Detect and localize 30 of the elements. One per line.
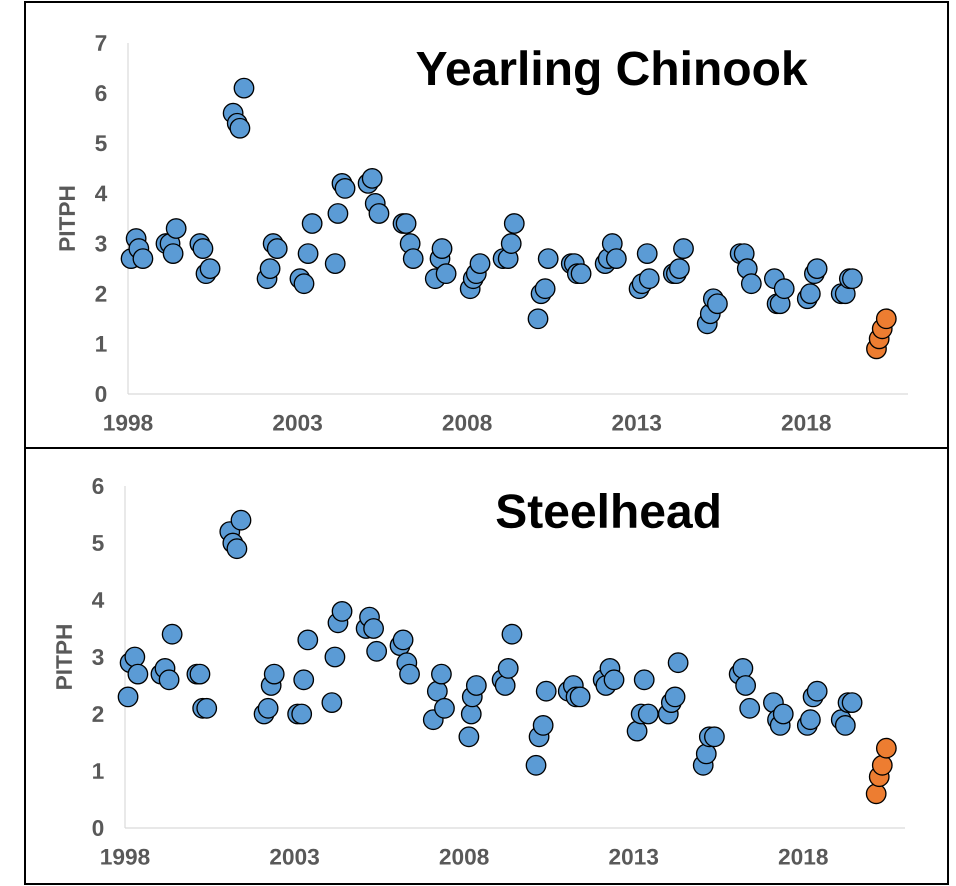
y-axis-title: PITPH — [59, 186, 75, 250]
point — [876, 308, 897, 330]
y-tick-label: 4 — [95, 186, 108, 202]
y-axis-title: PITPH — [56, 625, 72, 689]
x-tick-label: 2003 — [273, 414, 322, 431]
y-tick-label: 4 — [92, 592, 104, 608]
x-tick-label: 2008 — [440, 848, 489, 865]
y-tick-label: 5 — [95, 135, 107, 152]
x-tick-label: 1998 — [101, 848, 150, 865]
y-tick-label: 2 — [92, 706, 104, 722]
x-tick-label: 2018 — [778, 848, 828, 865]
chart-title: Yearling Chinook — [416, 50, 808, 96]
x-tick-label: 2008 — [442, 414, 492, 431]
y-tick-label: 0 — [96, 386, 106, 402]
chart-title: Steelhead — [496, 492, 719, 528]
x-tick-label: 2018 — [782, 414, 831, 431]
y-tick-label: 1 — [96, 336, 107, 352]
y-tick-label: 6 — [92, 478, 104, 494]
x-tick-label: 1998 — [104, 414, 153, 431]
y-tick-label: 3 — [95, 236, 106, 252]
y-tick-label: 5 — [92, 535, 104, 551]
y-tick-label: 2 — [95, 286, 106, 302]
y-tick-label: 0 — [92, 820, 104, 836]
x-tick-label: 2003 — [270, 848, 319, 865]
y-tick-label: 3 — [92, 648, 104, 666]
y-tick-label: 7 — [96, 35, 106, 51]
y-tick-label: 1 — [93, 763, 104, 779]
x-tick-label: 2013 — [612, 414, 662, 431]
x-tick-label: 2013 — [609, 848, 658, 865]
y-tick-label: 6 — [96, 85, 106, 102]
